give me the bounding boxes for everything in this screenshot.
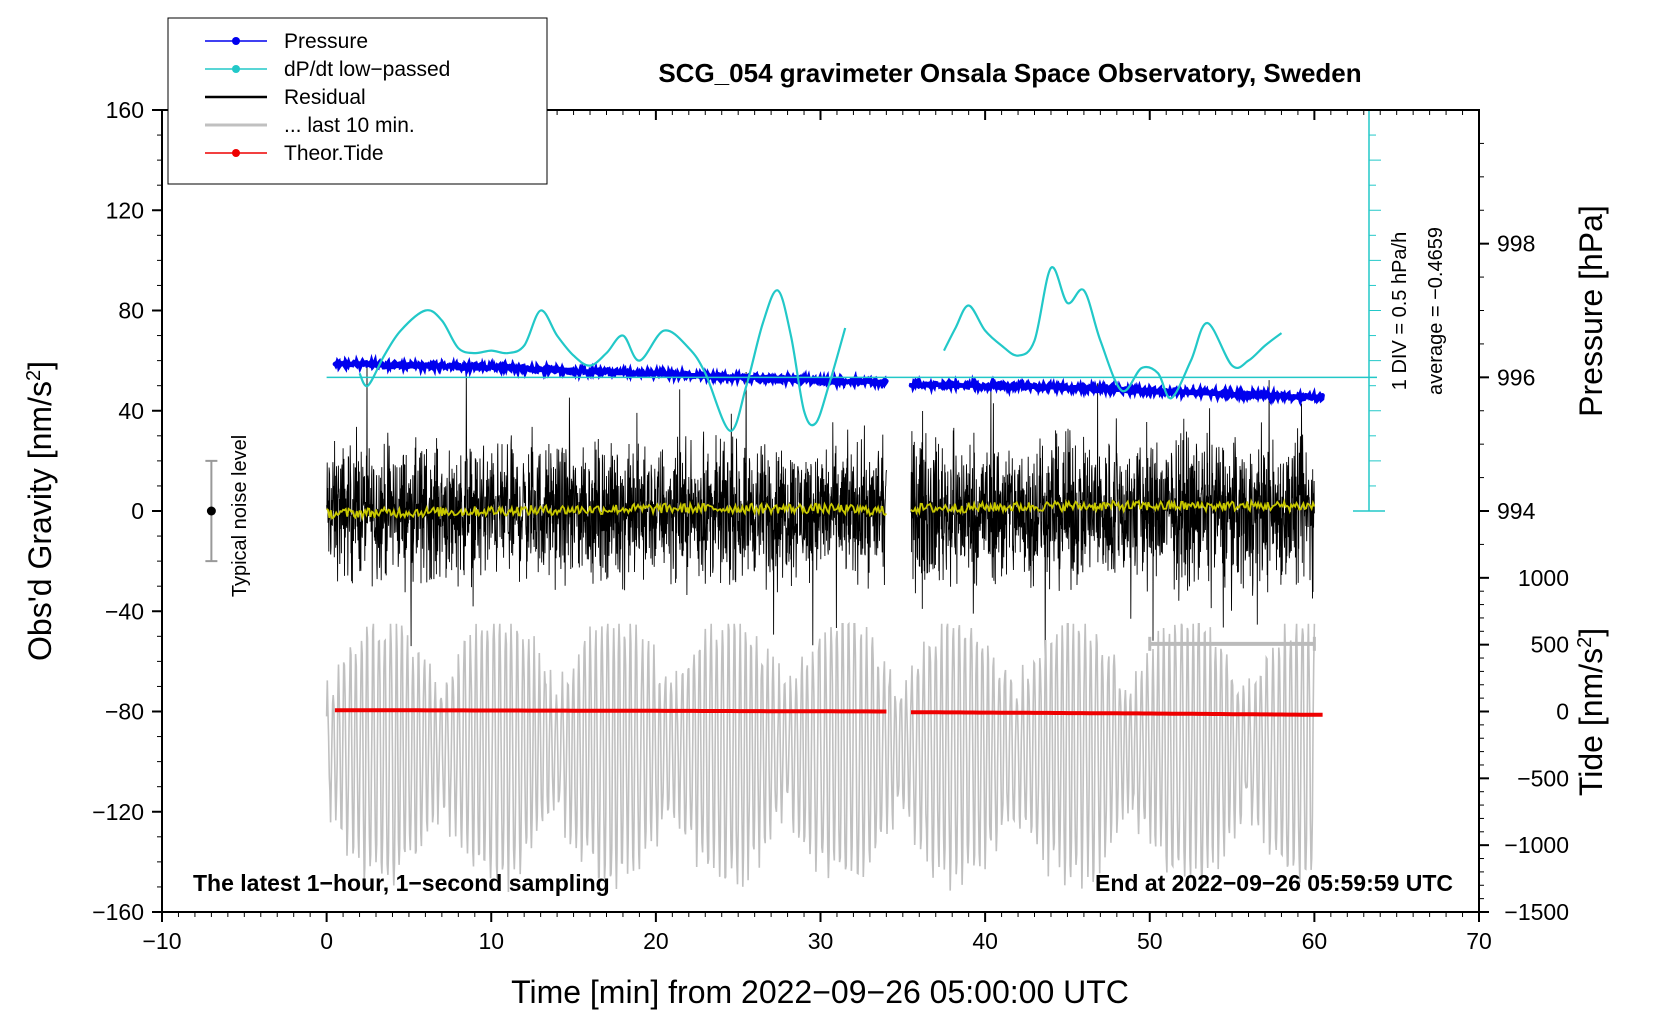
pressure-line [908,374,1325,407]
y-axis-title-left-text: Obs'd Gravity [nm/s [22,381,58,661]
end-time-note: End at 2022−09−26 05:59:59 UTC [1095,870,1453,896]
residual-line [326,360,887,647]
legend-marker [232,37,240,45]
noise-level-label: Typical noise level [229,435,251,597]
y-tick-label: 0 [131,498,144,524]
dpdt-series [358,266,1283,432]
tide-tick-label: 1000 [1518,565,1569,591]
tide-tick-label: 0 [1556,699,1569,725]
x-axis-ticks: −10 0 10 20 30 40 50 60 70 [142,110,1492,954]
tide-axis-title-sup: 2 [1574,637,1596,648]
scale-bar-text: 1 DIV = 0.5 hPa/h [1389,232,1411,390]
y-axis-title-left: Obs'd Gravity [nm/s2] [22,361,58,661]
y-tick-label: −80 [105,699,144,725]
tide-tick-label: −1000 [1504,832,1569,858]
residual-series [326,360,1315,667]
residual-smoothed-series [326,498,1316,522]
legend-label: Pressure [284,30,368,53]
chart-title: SCG_054 gravimeter Onsala Space Observat… [658,58,1361,88]
legend-label: dP/dt low−passed [284,58,450,81]
x-axis-title: Time [min] from 2022−09−26 05:00:00 UTC [511,974,1129,1010]
average-text: average = −0.4659 [1425,227,1447,395]
pressure-tick-label: 998 [1497,231,1535,257]
legend-marker [232,149,240,157]
x-tick-label: 50 [1137,928,1163,954]
y-axis-ticks: −160 −120 −80 −40 0 40 80 120 160 [92,97,162,925]
legend-label: ... last 10 min. [284,114,415,137]
pressure-tick-label: 994 [1497,498,1536,524]
x-tick-label: 70 [1466,928,1492,954]
tide-axis-title: Tide [nm/s2] [1573,628,1609,796]
residual-line [910,380,1315,667]
pressure-tick-label: 996 [1497,364,1535,390]
y-tick-label: −40 [105,598,144,624]
legend-label: Residual [284,86,366,109]
last-10-min-line [325,621,1316,893]
x-tick-label: −10 [142,928,181,954]
tide-axis-title-close: ] [1573,628,1609,637]
tide-axis-title-text: Tide [nm/s [1573,648,1609,796]
dpdt-line [358,289,847,432]
x-tick-label: 30 [808,928,834,954]
tide-tick-label: 500 [1531,632,1569,658]
last-10-min-series [325,621,1316,893]
y-tick-label: −160 [92,899,144,925]
noise-bar-dot [206,506,216,516]
legend-marker [232,65,240,73]
annotations [205,109,1385,651]
y-tick-label: 120 [106,197,144,223]
pressure-axis-title: Pressure [hPa] [1573,205,1609,417]
y-tick-label: 160 [106,97,144,123]
tide-tick-label: −500 [1517,765,1569,791]
dpdt-line [943,266,1283,400]
x-tick-label: 20 [643,928,669,954]
pressure-axis-ticks: 994 996 998 [1479,142,1536,545]
x-tick-label: 10 [478,928,504,954]
theoretical-tide-series [334,708,1323,717]
legend-label: Theor.Tide [284,142,384,165]
tide-tick-label: −1500 [1504,899,1569,925]
y-axis-title-left-sup: 2 [23,370,45,381]
tide-line [911,710,1323,717]
residual-smoothed-line [910,498,1316,516]
y-tick-label: 80 [118,298,144,324]
legend-box [167,17,548,185]
x-tick-label: 40 [972,928,998,954]
y-axis-title-left-close: ] [22,361,58,370]
y-tick-label: 40 [118,398,144,424]
y-tick-label: −120 [92,799,144,825]
x-tick-label: 0 [320,928,333,954]
x-tick-label: 60 [1302,928,1328,954]
residual-smoothed-line [326,500,888,522]
latest-sampling-note: The latest 1−hour, 1−second sampling [193,870,610,896]
legend: Pressure dP/dt low−passed Residual ... last… [167,17,548,185]
tide-line [334,708,887,714]
tide-axis-ticks: −1500 −1000 −500 0 500 1000 [1479,565,1569,925]
